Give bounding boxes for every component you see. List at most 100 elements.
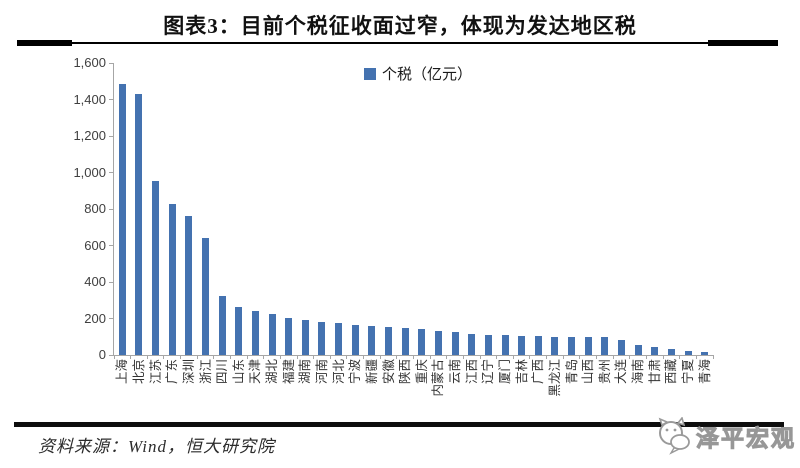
- x-axis-tick: [196, 355, 198, 359]
- x-axis-label: 深圳: [181, 359, 196, 385]
- x-axis-label: 陕西: [398, 359, 413, 385]
- x-axis-tick: [695, 355, 697, 359]
- bar: [651, 347, 659, 355]
- x-axis-label: 福建: [281, 359, 296, 385]
- bar: [451, 332, 459, 355]
- x-axis-label: 辽宁: [481, 359, 496, 385]
- bar: [534, 336, 542, 355]
- x-axis-tick: [146, 355, 148, 359]
- x-axis-tick: [329, 355, 331, 359]
- y-axis-tick: [109, 99, 114, 100]
- y-axis-tick: [109, 354, 114, 356]
- x-axis-label: 云南: [448, 359, 463, 385]
- bar: [251, 311, 259, 355]
- bar: [468, 334, 476, 355]
- y-axis-tick: [109, 281, 114, 283]
- x-axis-label: 江苏: [148, 359, 163, 385]
- x-axis-label: 厦门: [498, 359, 512, 385]
- bar: [401, 328, 409, 355]
- bar: [268, 314, 276, 355]
- y-axis-label: 1,600: [73, 55, 106, 70]
- x-axis-tick: [679, 355, 681, 359]
- x-axis-label: 宁波: [348, 359, 363, 385]
- x-axis-label: 浙江: [198, 359, 213, 385]
- y-axis-tick: [109, 318, 114, 319]
- x-axis-tick: [579, 355, 581, 359]
- watermark: 泽平宏观: [656, 417, 796, 455]
- bar: [218, 296, 226, 355]
- legend-label: 个税（亿元）: [382, 66, 473, 83]
- x-axis-label: 河南: [314, 359, 329, 385]
- x-axis-label: 安徽: [381, 359, 396, 385]
- x-axis-label: 湖北: [265, 359, 280, 385]
- bar: [168, 204, 176, 355]
- x-axis-label: 北京: [131, 359, 146, 385]
- bar: [484, 335, 492, 355]
- x-axis-label: 甘肃: [647, 359, 662, 385]
- x-axis-tick: [612, 355, 614, 359]
- x-axis-label: 江西: [464, 359, 479, 385]
- title-rule: [20, 42, 778, 44]
- bar: [634, 345, 642, 355]
- y-axis-tick: [109, 62, 114, 64]
- bar: [152, 181, 160, 355]
- bar: [185, 216, 193, 355]
- chart-legend: 个税（亿元）: [364, 63, 472, 84]
- bar: [418, 329, 426, 355]
- x-axis-tick: [396, 355, 398, 359]
- bar: [301, 320, 309, 355]
- x-axis-tick: [662, 355, 664, 359]
- bar: [518, 336, 526, 355]
- y-axis-label: 400: [84, 274, 106, 289]
- x-axis-tick: [562, 355, 564, 359]
- x-axis-label: 新疆: [364, 359, 379, 385]
- x-axis-tick: [712, 355, 714, 359]
- footer-rule: [14, 422, 784, 427]
- bar: [118, 84, 126, 355]
- x-axis-label: 黑龙江: [547, 359, 562, 397]
- bar: [335, 323, 343, 355]
- x-axis-label: 青海: [697, 359, 712, 385]
- x-axis-tick: [363, 355, 365, 359]
- y-axis-tick: [109, 135, 114, 137]
- bar: [701, 352, 709, 355]
- bar: [351, 325, 359, 355]
- x-axis-tick: [246, 355, 248, 359]
- x-axis-tick: [163, 355, 165, 359]
- x-axis-tick: [512, 355, 514, 359]
- watermark-text: 泽平宏观: [696, 425, 796, 452]
- x-axis-label: 天津: [248, 359, 263, 385]
- bar: [285, 318, 293, 355]
- x-axis-tick: [180, 355, 182, 359]
- x-axis-label: 宁夏: [681, 359, 696, 385]
- bar: [568, 337, 576, 355]
- bar: [135, 94, 143, 355]
- bar: [501, 335, 509, 355]
- bar: [368, 326, 376, 355]
- y-axis-tick: [109, 172, 114, 173]
- mascot-face-icon: [658, 417, 690, 455]
- x-axis-tick: [346, 355, 348, 359]
- x-axis-tick: [462, 355, 464, 359]
- x-axis-label: 山东: [231, 359, 246, 385]
- y-axis-label: 800: [84, 201, 106, 216]
- x-axis-label: 山西: [581, 359, 596, 385]
- bar: [667, 349, 675, 355]
- bar: [235, 307, 243, 355]
- x-axis-label: 青岛: [564, 359, 579, 385]
- bar: [551, 337, 559, 355]
- x-axis-label: 广西: [531, 359, 546, 385]
- x-axis-label: 西藏: [664, 359, 679, 385]
- x-axis-tick: [479, 355, 481, 359]
- x-axis-label: 河北: [331, 359, 346, 385]
- x-axis-label: 吉林: [514, 359, 529, 385]
- x-axis-tick: [496, 355, 498, 359]
- x-axis-label: 广东: [165, 359, 180, 385]
- chart-title: 图表3：目前个税征收面过窄，体现为发达地区税: [163, 14, 637, 38]
- legend-swatch-icon: [364, 67, 376, 80]
- x-axis-tick: [296, 355, 298, 359]
- x-axis-tick: [130, 355, 132, 359]
- bar: [617, 340, 625, 355]
- x-axis-label: 内蒙古: [431, 359, 446, 397]
